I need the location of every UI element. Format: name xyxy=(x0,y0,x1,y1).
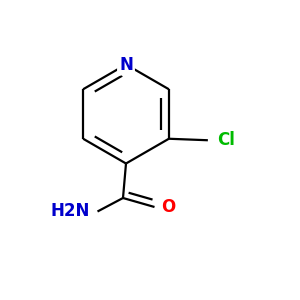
Text: Cl: Cl xyxy=(217,131,235,149)
Text: O: O xyxy=(161,198,176,216)
Text: H2N: H2N xyxy=(51,202,90,220)
Text: N: N xyxy=(119,56,133,74)
